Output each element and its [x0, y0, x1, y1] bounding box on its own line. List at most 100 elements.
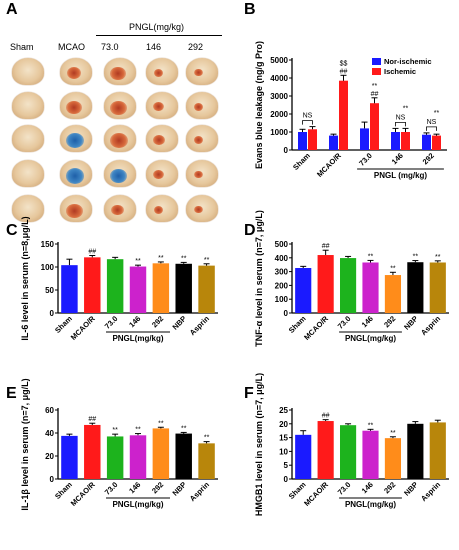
chart-f-category-label: 292	[382, 480, 397, 495]
chart-d-category-label: 146	[360, 314, 375, 329]
chart-b-category-label: 73.0	[357, 151, 374, 168]
chart-f-significance-mark: **	[390, 430, 396, 437]
chart-d-category-label: Asprin	[419, 314, 442, 337]
chart-b-bar	[432, 135, 441, 150]
chart-e-y-tick-label: 60	[45, 406, 54, 415]
chart-f-bar	[295, 434, 312, 479]
chart-b-bar	[401, 132, 410, 150]
chart-e-category-label: MCAO/R	[69, 480, 97, 508]
brain-slice	[104, 92, 136, 119]
brain-slice	[146, 195, 178, 222]
chart-b-legend-label: Ischemic	[384, 67, 416, 76]
chart-d-significance-mark: **	[435, 254, 441, 261]
chart-b-dollar-mark: $$	[340, 60, 348, 67]
chart-d-bar	[407, 262, 424, 313]
chart-d-y-tick-label: 400	[275, 254, 289, 263]
brain-slice	[186, 160, 218, 187]
header-pngl-line	[96, 35, 222, 36]
chart-c-bar	[61, 265, 78, 313]
chart-c-category-label: 146	[127, 314, 142, 329]
brain-slice-grid: Sham MCAO PNGL(mg/kg) 73.0 146 292	[8, 20, 226, 225]
chart-f-category-label: Asprin	[419, 480, 442, 503]
chart-e-significance-mark: ##	[88, 416, 96, 423]
chart-b-y-tick-label: 5000	[270, 56, 288, 65]
chart-f-category-label: MCAO/R	[302, 480, 330, 508]
chart-d-bar	[429, 262, 446, 313]
chart-e-significance-mark: **	[112, 427, 118, 434]
chart-f-group-label: PNGL(mg/kg)	[345, 500, 396, 509]
chart-f-category-label: 73.0	[336, 480, 353, 497]
chart-c-bar	[198, 265, 215, 313]
chart-b-category-label: Sham	[291, 151, 312, 172]
chart-d-significance-mark: ##	[322, 243, 330, 250]
chart-e-bar	[84, 424, 101, 479]
panel-letter-c: C	[6, 222, 18, 239]
lesion-stain	[193, 170, 203, 179]
chart-e-y-tick-label: 40	[45, 429, 54, 438]
lesion-stain	[66, 67, 81, 80]
chart-b-y-tick-label: 3000	[270, 92, 288, 101]
chart-f-bar	[429, 422, 446, 479]
chart-b-star-mark: **	[372, 83, 378, 90]
header-dose-292: 292	[188, 42, 204, 52]
chart-c-group-label: PNGL(mg/kg)	[112, 334, 163, 343]
chart-b-category-label: 292	[421, 151, 436, 166]
chart-b-bar	[370, 103, 379, 150]
chart-e-category-label: 73.0	[103, 480, 120, 497]
chart-d-significance-mark: **	[368, 253, 374, 260]
panel-letter-e: E	[6, 385, 17, 402]
chart-e-category-label: 146	[127, 480, 142, 495]
chart-e-category-label: Asprin	[188, 480, 211, 503]
header-pngl: PNGL(mg/kg)	[129, 22, 185, 32]
chart-e-category-label: 292	[150, 480, 165, 495]
chart-b-category-label: MCAO/R	[315, 151, 343, 179]
chart-d-bar	[317, 255, 334, 313]
chart-d-y-tick-label: 300	[275, 268, 289, 277]
lesion-stain	[153, 170, 165, 180]
chart-e-significance-mark: **	[135, 427, 141, 434]
chart-c-y-tick-label: 100	[41, 263, 55, 272]
chart-d-bar	[295, 268, 312, 313]
brain-slice	[186, 195, 218, 222]
chart-d-category-label: 73.0	[336, 314, 353, 331]
chart-f-y-tick-label: 15	[279, 434, 288, 443]
chart-c-bar	[84, 257, 101, 313]
chart-c-significance-mark: ##	[88, 249, 96, 256]
brain-slice	[12, 92, 44, 119]
chart-b-bar	[391, 132, 400, 150]
chart-c-bar	[152, 263, 170, 313]
chart-b-category-label: 146	[390, 151, 405, 166]
chart-e-significance-mark: **	[181, 425, 187, 432]
chart-d-significance-mark: **	[390, 265, 396, 272]
panel-letter-b: B	[244, 1, 256, 18]
chart-b-ns-label: NS	[396, 114, 406, 121]
chart-b-hash-mark: ##	[371, 91, 379, 98]
brain-slice	[104, 58, 136, 85]
brain-slice	[146, 125, 178, 152]
brain-slice	[186, 92, 218, 119]
chart-b-hash-mark: ##	[340, 68, 348, 75]
chart-b-legend-swatch	[372, 58, 381, 65]
header-sham: Sham	[10, 42, 34, 52]
chart-c-y-tick-label: 0	[50, 309, 55, 318]
chart-b-bracket	[426, 126, 437, 131]
chart-b-y-axis-label: Evans blue leakage (ng/g Pro)	[254, 41, 264, 169]
chart-d-significance-mark: **	[413, 254, 419, 261]
chart-b-bar	[329, 135, 338, 150]
panel-letter-d: D	[244, 222, 256, 239]
chart-f-bar	[384, 438, 402, 479]
chart-f-bar	[339, 425, 357, 479]
chart-c-category-label: 73.0	[103, 314, 120, 331]
chart-e-group-label: PNGL(mg/kg)	[112, 500, 163, 509]
brain-slice	[104, 125, 136, 152]
chart-e-y-tick-label: 0	[50, 475, 55, 484]
lesion-stain	[193, 135, 204, 144]
chart-d-bar	[362, 262, 379, 313]
chart-e-y-axis-label: IL-1β level in serum (n=7, μg/L)	[20, 378, 30, 510]
chart-b-y-tick-label: 2000	[270, 110, 288, 119]
chart-b-star-mark: **	[403, 105, 409, 112]
chart-e-category-label: NBP	[171, 480, 189, 498]
chart-b-y-tick-label: 4000	[270, 74, 288, 83]
chart-f-y-tick-label: 0	[284, 475, 289, 484]
